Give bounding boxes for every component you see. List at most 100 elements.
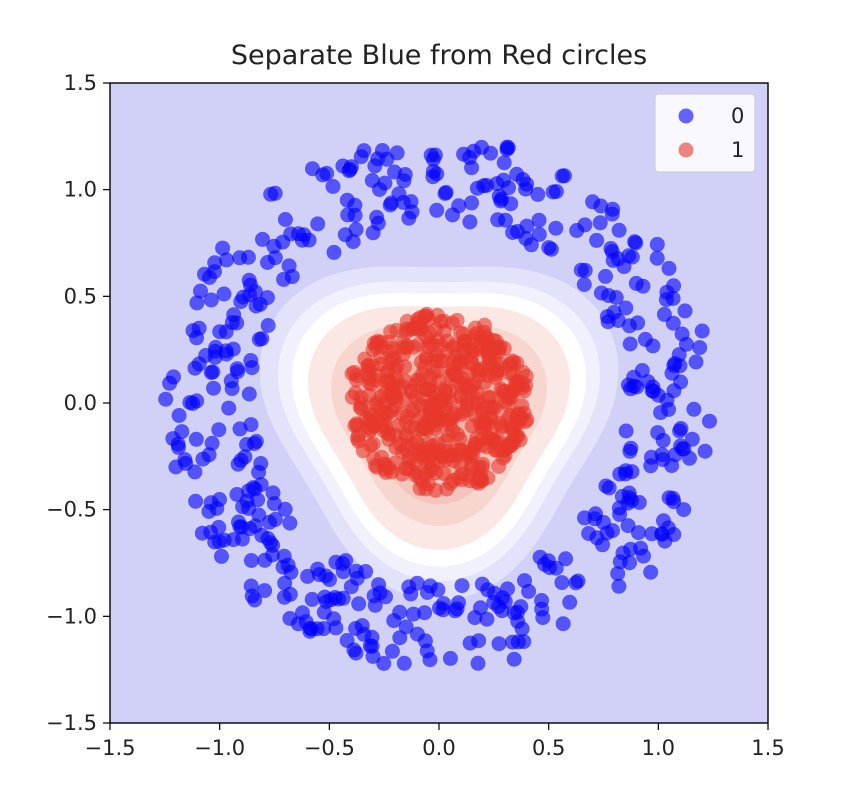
point-series-0: [351, 596, 367, 612]
point-series-1: [442, 476, 458, 491]
point-series-0: [243, 353, 259, 368]
point-series-0: [653, 405, 669, 421]
point-series-1: [349, 416, 365, 432]
point-series-0: [496, 155, 512, 171]
point-series-0: [255, 231, 270, 247]
point-series-1: [510, 408, 526, 424]
point-series-0: [207, 534, 223, 550]
point-series-0: [257, 583, 273, 599]
point-series-0: [203, 365, 219, 380]
point-series-0: [692, 340, 708, 356]
point-series-0: [569, 223, 585, 238]
point-series-0: [618, 300, 634, 316]
point-series-0: [342, 162, 358, 177]
point-series-0: [697, 443, 713, 459]
y-tick-label: −1.0: [46, 604, 97, 628]
point-series-0: [498, 212, 513, 228]
point-series-1: [407, 467, 423, 483]
point-series-0: [241, 272, 257, 288]
point-series-0: [473, 600, 488, 616]
point-series-0: [667, 356, 683, 371]
point-series-0: [521, 583, 537, 599]
point-series-0: [587, 511, 603, 527]
point-series-0: [649, 250, 665, 266]
point-series-0: [519, 176, 535, 192]
point-series-1: [440, 427, 456, 443]
point-series-1: [352, 399, 368, 415]
x-axis: −1.5 −1.0 −0.5 0.0 0.5 1.0 1.5: [85, 723, 785, 760]
point-series-0: [531, 212, 547, 228]
point-series-0: [348, 645, 364, 661]
point-series-0: [666, 494, 682, 510]
point-series-0: [240, 249, 256, 265]
point-series-0: [290, 616, 306, 632]
point-series-1: [377, 456, 393, 472]
point-series-1: [454, 355, 470, 371]
point-series-0: [158, 391, 174, 407]
point-series-0: [509, 604, 525, 620]
point-series-0: [666, 383, 682, 399]
point-series-0: [622, 336, 638, 352]
point-series-0: [187, 464, 203, 480]
point-series-0: [219, 252, 234, 268]
point-series-1: [465, 395, 481, 411]
point-series-0: [216, 286, 232, 302]
point-series-0: [438, 184, 454, 200]
point-series-0: [645, 379, 661, 395]
point-series-1: [464, 418, 480, 434]
point-series-1: [411, 336, 427, 352]
point-series-0: [534, 593, 550, 608]
point-series-0: [600, 314, 616, 330]
point-series-1: [443, 368, 459, 384]
point-series-0: [628, 235, 644, 251]
point-series-0: [291, 226, 306, 242]
point-series-1: [471, 469, 487, 485]
point-series-0: [649, 236, 665, 252]
point-series-1: [407, 456, 423, 472]
point-series-0: [171, 439, 186, 455]
point-series-0: [654, 526, 670, 542]
point-series-1: [488, 370, 504, 386]
point-series-0: [684, 431, 700, 447]
point-series-0: [202, 269, 217, 285]
point-series-0: [581, 526, 597, 541]
point-series-0: [318, 568, 334, 584]
legend-marker-0: [678, 108, 694, 124]
point-series-0: [207, 255, 223, 271]
point-series-0: [247, 481, 263, 497]
point-series-0: [198, 348, 214, 363]
point-series-0: [496, 172, 511, 188]
point-series-0: [303, 621, 319, 637]
point-series-0: [474, 576, 490, 592]
point-series-0: [445, 207, 460, 223]
point-series-0: [491, 636, 507, 652]
point-series-0: [234, 519, 250, 535]
legend-marker-1: [678, 142, 694, 158]
point-series-0: [604, 244, 620, 259]
point-series-0: [610, 566, 626, 582]
point-series-1: [421, 312, 437, 328]
point-series-0: [185, 395, 201, 411]
point-series-0: [661, 260, 677, 276]
point-series-0: [305, 161, 320, 177]
point-series-0: [643, 564, 659, 580]
point-series-0: [702, 413, 717, 429]
point-series-1: [399, 442, 415, 458]
point-series-0: [470, 655, 486, 671]
point-series-1: [445, 339, 461, 355]
point-series-0: [611, 222, 627, 238]
point-series-0: [193, 283, 208, 299]
point-series-1: [376, 423, 392, 439]
point-series-0: [168, 459, 184, 475]
point-series-1: [363, 376, 379, 392]
point-series-0: [548, 184, 564, 199]
point-series-0: [405, 606, 421, 622]
point-series-0: [339, 633, 355, 648]
point-series-0: [319, 165, 335, 181]
point-series-0: [277, 575, 293, 591]
point-series-1: [351, 433, 367, 449]
point-series-0: [230, 456, 246, 472]
x-tick-label: 0.0: [422, 736, 455, 760]
point-series-0: [276, 271, 292, 287]
